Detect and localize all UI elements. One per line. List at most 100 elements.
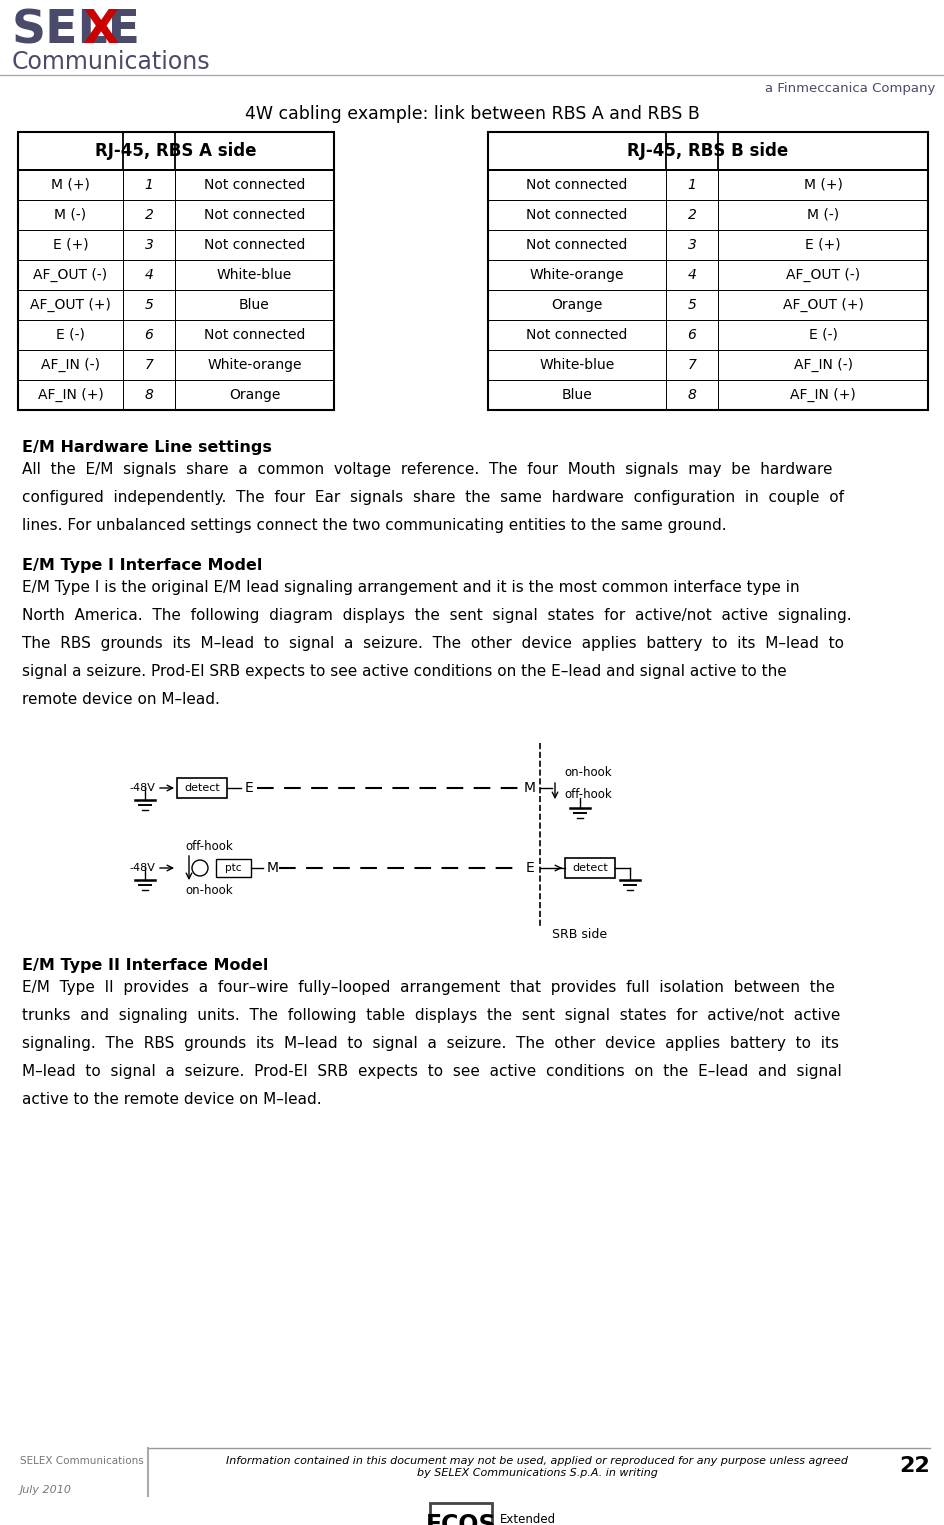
Bar [487, 290, 927, 320]
Text: E/M  Type  II  provides  a  four–wire  fully–looped  arrangement  that  provides: E/M Type II provides a four–wire fully–l… [22, 981, 834, 994]
Text: -48V: -48V [129, 863, 155, 872]
Bar [18, 169, 333, 200]
Text: SRB side: SRB side [551, 929, 606, 941]
Text: 2: 2 [687, 207, 696, 223]
Text: E (-): E (-) [56, 328, 85, 342]
Bar [18, 133, 333, 169]
Text: Not connected: Not connected [204, 207, 305, 223]
Text: M (+): M (+) [802, 178, 841, 192]
Text: M (-): M (-) [806, 207, 838, 223]
Text: SELE: SELE [12, 8, 141, 53]
Text: E/M Type I is the original E/M lead signaling arrangement and it is the most com: E/M Type I is the original E/M lead sign… [22, 580, 799, 595]
Text: RJ-45, RBS B side: RJ-45, RBS B side [627, 142, 788, 160]
Text: 3: 3 [687, 238, 696, 252]
Bar [565, 859, 615, 878]
Bar [487, 133, 927, 410]
Text: 1: 1 [144, 178, 153, 192]
Text: E: E [526, 862, 534, 875]
Text: a Finmeccanica Company: a Finmeccanica Company [764, 82, 934, 95]
Text: White-blue: White-blue [539, 358, 614, 372]
Text: AF_OUT (+): AF_OUT (+) [30, 297, 110, 313]
Text: M–lead  to  signal  a  seizure.  Prod-El  SRB  expects  to  see  active  conditi: M–lead to signal a seizure. Prod-El SRB … [22, 1064, 841, 1080]
Bar [487, 380, 927, 410]
Text: AF_IN (+): AF_IN (+) [38, 387, 103, 403]
Bar [487, 230, 927, 259]
Text: X: X [82, 8, 118, 53]
Text: -48V: -48V [129, 782, 155, 793]
Text: SELEX Communications: SELEX Communications [20, 1456, 143, 1466]
Bar [430, 1504, 492, 1525]
Text: AF_IN (-): AF_IN (-) [41, 358, 100, 372]
Text: AF_IN (+): AF_IN (+) [789, 387, 855, 403]
Text: White-blue: White-blue [216, 268, 292, 282]
Text: 7: 7 [144, 358, 153, 372]
Bar [18, 200, 333, 230]
Bar [487, 351, 927, 380]
Text: AF_OUT (-): AF_OUT (-) [785, 268, 859, 282]
Text: M: M [267, 862, 278, 875]
Text: signal a seizure. Prod-El SRB expects to see active conditions on the E–lead and: signal a seizure. Prod-El SRB expects to… [22, 663, 786, 679]
Text: Blue: Blue [561, 387, 592, 403]
Text: 22: 22 [899, 1456, 929, 1476]
Text: E (+): E (+) [804, 238, 840, 252]
Text: Extended: Extended [499, 1513, 555, 1525]
Text: AF_IN (-): AF_IN (-) [793, 358, 851, 372]
Text: 6: 6 [687, 328, 696, 342]
Text: Not connected: Not connected [526, 328, 627, 342]
Bar [18, 133, 333, 410]
Text: Not connected: Not connected [526, 238, 627, 252]
Text: on-hook: on-hook [564, 766, 611, 778]
Text: Not connected: Not connected [526, 178, 627, 192]
Text: 3: 3 [144, 238, 153, 252]
Text: Orange: Orange [550, 297, 602, 313]
Text: 4: 4 [687, 268, 696, 282]
Text: 1: 1 [687, 178, 696, 192]
Text: E: E [244, 781, 254, 795]
Text: E (-): E (-) [808, 328, 836, 342]
Bar [487, 320, 927, 351]
Text: 4W cabling example: link between RBS A and RBS B: 4W cabling example: link between RBS A a… [244, 105, 699, 124]
Text: North  America.  The  following  diagram  displays  the  sent  signal  states  f: North America. The following diagram dis… [22, 608, 851, 624]
Text: Not connected: Not connected [204, 328, 305, 342]
Text: Blue: Blue [239, 297, 270, 313]
Text: M: M [523, 781, 535, 795]
Text: 8: 8 [144, 387, 153, 403]
Text: E/M Type II Interface Model: E/M Type II Interface Model [22, 958, 268, 973]
Text: off-hook: off-hook [564, 787, 611, 801]
Text: signaling.  The  RBS  grounds  its  M–lead  to  signal  a  seizure.  The  other : signaling. The RBS grounds its M–lead to… [22, 1035, 838, 1051]
Bar [216, 859, 251, 877]
Text: configured  independently.  The  four  Ear  signals  share  the  same  hardware : configured independently. The four Ear s… [22, 490, 843, 505]
Text: E/M Hardware Line settings: E/M Hardware Line settings [22, 441, 272, 454]
Bar [18, 320, 333, 351]
Text: E/M Type I Interface Model: E/M Type I Interface Model [22, 558, 262, 573]
Bar [18, 259, 333, 290]
Text: 6: 6 [144, 328, 153, 342]
Text: 4: 4 [144, 268, 153, 282]
Text: July 2010: July 2010 [20, 1485, 72, 1494]
Text: trunks  and  signaling  units.  The  following  table  displays  the  sent  sign: trunks and signaling units. The followin… [22, 1008, 839, 1023]
Text: Orange: Orange [228, 387, 279, 403]
Text: on-hook: on-hook [185, 883, 232, 897]
Text: M (+): M (+) [51, 178, 90, 192]
Text: lines. For unbalanced settings connect the two communicating entities to the sam: lines. For unbalanced settings connect t… [22, 518, 726, 534]
Text: The  RBS  grounds  its  M–lead  to  signal  a  seizure.  The  other  device  app: The RBS grounds its M–lead to signal a s… [22, 636, 843, 651]
Text: Communications: Communications [12, 50, 211, 75]
Bar [18, 290, 333, 320]
Text: White-orange: White-orange [530, 268, 624, 282]
Bar [18, 351, 333, 380]
Text: 5: 5 [687, 297, 696, 313]
Bar [18, 230, 333, 259]
Bar [18, 380, 333, 410]
Text: ECOS: ECOS [425, 1513, 496, 1525]
Text: detect: detect [571, 863, 607, 872]
Text: 8: 8 [687, 387, 696, 403]
Text: detect: detect [184, 782, 220, 793]
Text: Not connected: Not connected [204, 238, 305, 252]
Bar [487, 133, 927, 169]
Bar [487, 169, 927, 200]
Text: AF_OUT (+): AF_OUT (+) [782, 297, 863, 313]
Text: AF_OUT (-): AF_OUT (-) [33, 268, 108, 282]
Text: 2: 2 [144, 207, 153, 223]
Text: ptc: ptc [225, 863, 242, 872]
Text: remote device on M–lead.: remote device on M–lead. [22, 692, 220, 708]
